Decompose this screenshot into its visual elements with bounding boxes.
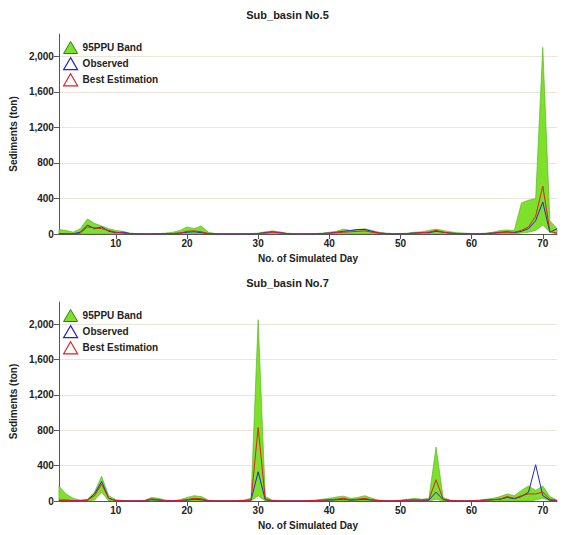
svg-text:Sub_basin No.5: Sub_basin No.5 xyxy=(246,9,329,21)
svg-text:30: 30 xyxy=(253,505,265,516)
svg-text:Best Estimation: Best Estimation xyxy=(83,74,159,85)
svg-text:400: 400 xyxy=(37,193,54,204)
svg-text:2,000: 2,000 xyxy=(29,319,54,330)
svg-text:60: 60 xyxy=(466,238,478,249)
svg-text:60: 60 xyxy=(466,505,478,516)
svg-text:800: 800 xyxy=(37,425,54,436)
svg-text:1,600: 1,600 xyxy=(29,86,54,97)
svg-text:50: 50 xyxy=(395,238,407,249)
svg-text:1,200: 1,200 xyxy=(29,389,54,400)
svg-text:Sediments (ton): Sediments (ton) xyxy=(8,96,19,172)
svg-text:Observed: Observed xyxy=(83,326,129,337)
svg-text:No. of Simulated Day: No. of Simulated Day xyxy=(258,253,358,264)
svg-text:1,600: 1,600 xyxy=(29,354,54,365)
svg-text:400: 400 xyxy=(37,460,54,471)
svg-text:Sub_basin No.7: Sub_basin No.7 xyxy=(246,277,329,289)
svg-text:Best Estimation: Best Estimation xyxy=(83,342,159,353)
svg-text:30: 30 xyxy=(253,238,265,249)
svg-text:40: 40 xyxy=(324,238,336,249)
svg-text:20: 20 xyxy=(181,238,193,249)
svg-text:Observed: Observed xyxy=(83,58,129,69)
svg-text:40: 40 xyxy=(324,505,336,516)
svg-text:0: 0 xyxy=(48,229,54,240)
svg-text:10: 10 xyxy=(110,505,122,516)
svg-text:95PPU Band: 95PPU Band xyxy=(83,42,142,53)
svg-text:800: 800 xyxy=(37,157,54,168)
svg-text:70: 70 xyxy=(537,238,549,249)
svg-text:70: 70 xyxy=(537,505,549,516)
svg-text:0: 0 xyxy=(48,496,54,507)
svg-text:95PPU Band: 95PPU Band xyxy=(83,310,142,321)
svg-text:10: 10 xyxy=(110,238,122,249)
svg-text:1,200: 1,200 xyxy=(29,122,54,133)
svg-text:No. of Simulated Day: No. of Simulated Day xyxy=(258,520,358,531)
svg-text:2,000: 2,000 xyxy=(29,51,54,62)
svg-text:50: 50 xyxy=(395,505,407,516)
svg-text:Sediments (ton): Sediments (ton) xyxy=(8,364,19,440)
svg-text:20: 20 xyxy=(181,505,193,516)
